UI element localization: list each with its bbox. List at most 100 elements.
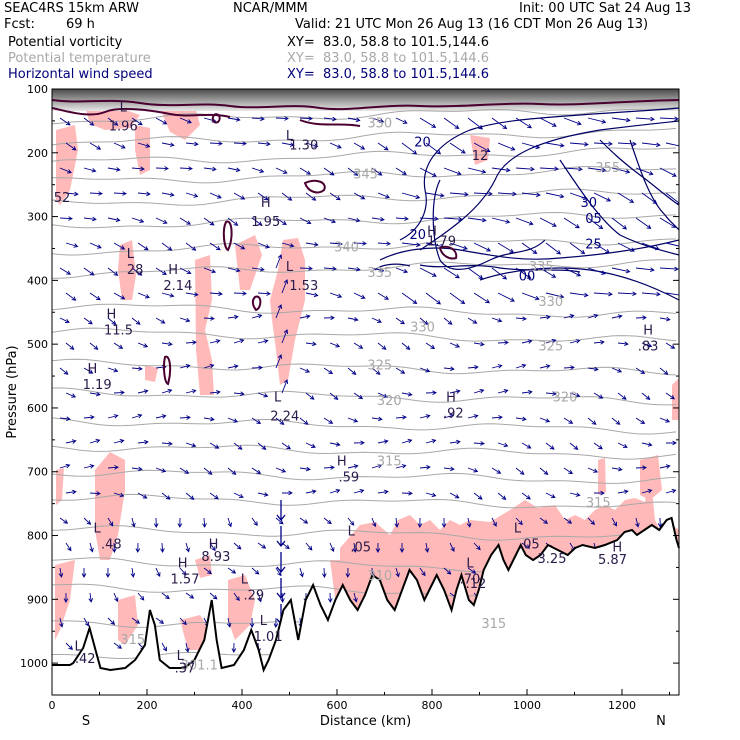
wind-arrow-51 [665,142,679,147]
wind-contour-5 [559,159,679,256]
wind-arrow-92 [401,192,421,200]
wind-arrow-185 [137,292,150,299]
wind-label-3: 05 [585,212,602,227]
wind-arrow-81 [137,191,151,197]
wind-arrow-488 [209,592,218,600]
extremum-value-8: 11.5 [104,324,133,339]
wind-arrow-296 [305,392,315,400]
wind-arrow-347 [281,442,291,450]
theta-contour-3 [52,165,677,184]
wind-arrow-294 [257,392,269,398]
theta-label-15: 315 [481,617,506,632]
wind-arrow-278 [491,364,503,369]
wind-arrow-27 [89,142,102,150]
wind-arrow-423 [227,517,233,528]
wind-arrow-439 [611,517,617,527]
wind-arrow-382 [491,467,502,474]
pv-contour-0 [52,99,679,111]
wind-arrow-404 [401,491,413,496]
wind-arrow-84 [209,192,222,199]
wind-arrow-445 [135,542,141,553]
wind-arrow-36 [305,142,319,148]
extremum-value-5: 28 [127,263,144,278]
theta-label-3: 335 [367,266,392,281]
extremum-value-12: .59 [339,470,360,485]
wind-arrow-33 [233,141,247,146]
wind-arrow-513 [231,642,237,653]
wind-arrow-71 [515,166,535,172]
extremum-value-25: .42 [75,652,96,667]
wind-arrow-211 [131,317,141,325]
wind-arrow-218 [299,314,311,319]
wind-arrow-262 [107,367,119,373]
theta-label-4: 335 [529,260,554,275]
extremum-value-7: 1.53 [289,279,318,294]
pv-shade-14 [118,595,138,645]
wind-arrow-370 [203,467,213,475]
wind-arrow-372 [251,467,262,475]
wind-arrow-260 [59,367,69,375]
wind-arrow-285 [659,367,669,375]
wind-arrow-415 [665,488,677,494]
wind-arrow-267 [227,364,239,369]
wind-arrow-266 [203,363,215,369]
extremum-extra-lower-right: 3.25 [538,552,567,567]
wind-arrow-283 [611,367,623,373]
pv-contour-1 [52,107,231,118]
wind-arrow-270 [299,367,311,373]
wind-arrow-334 [587,417,597,425]
extremum-low-25: L [75,639,83,654]
wind-arrow-187 [185,292,199,297]
wind-arrow-strong-0 [276,500,286,522]
wind-arrow-229 [563,314,575,319]
wind-arrow-487 [185,592,195,599]
pv-shade-11 [56,468,64,505]
wind-arrow-53 [83,167,97,173]
wind-arrow-272 [347,367,357,376]
wind-arrow-447 [185,542,190,553]
wind-arrow-171 [419,267,437,277]
wind-arrow-strong-3 [276,578,286,600]
extremum-low-10: L [274,391,282,406]
extremum-value-20: .70 [460,572,481,587]
wind-arrow-359 [569,442,579,451]
pv-shade-3 [135,125,150,175]
extremum-high-13: H [643,324,653,339]
pv-contour-7 [163,355,172,386]
wind-arrow-29 [137,142,151,148]
wind-arrow-52 [59,167,72,174]
wind-arrow-39 [377,142,389,151]
wind-arrow-484 [113,592,119,603]
wind-label-5: 00 [519,269,536,284]
wind-arrow-172 [443,267,460,279]
wind-arrow-131 [89,242,102,249]
wind-arrow-54 [107,167,121,172]
wind-arrow-144 [401,242,421,248]
x-tick-label-6: 1200 [608,699,636,712]
wind-arrow-140 [305,242,319,247]
wind-arrow-105 [83,216,97,222]
wind-arrow-255 [569,339,581,344]
wind-arrow-277 [467,364,479,370]
wind-arrow-104 [59,216,73,221]
wind-arrow-375 [323,465,335,470]
wind-arrow-77 [659,167,677,177]
wind-arrow-284 [635,367,646,375]
wind-arrow-436 [539,517,549,524]
wind-arrow-153 [617,242,635,252]
wind-arrow-137 [233,242,246,250]
wind-arrow-299 [377,392,388,398]
wind-contour-2 [399,107,679,241]
wind-arrow-169 [371,267,385,273]
theta-label-13: 310 [367,569,392,584]
wind-arrow-136 [209,242,221,251]
wind-arrow-422 [202,517,207,528]
wind-arrow-217 [275,304,283,319]
wind-arrow-138 [257,242,270,249]
wind-arrow-10 [299,116,313,121]
wind-arrow-494 [353,592,358,603]
extremum-high-8: H [106,308,116,323]
wind-arrow-216 [251,313,263,319]
wind-arrow-319 [227,417,239,423]
wind-arrow-167 [323,266,337,271]
